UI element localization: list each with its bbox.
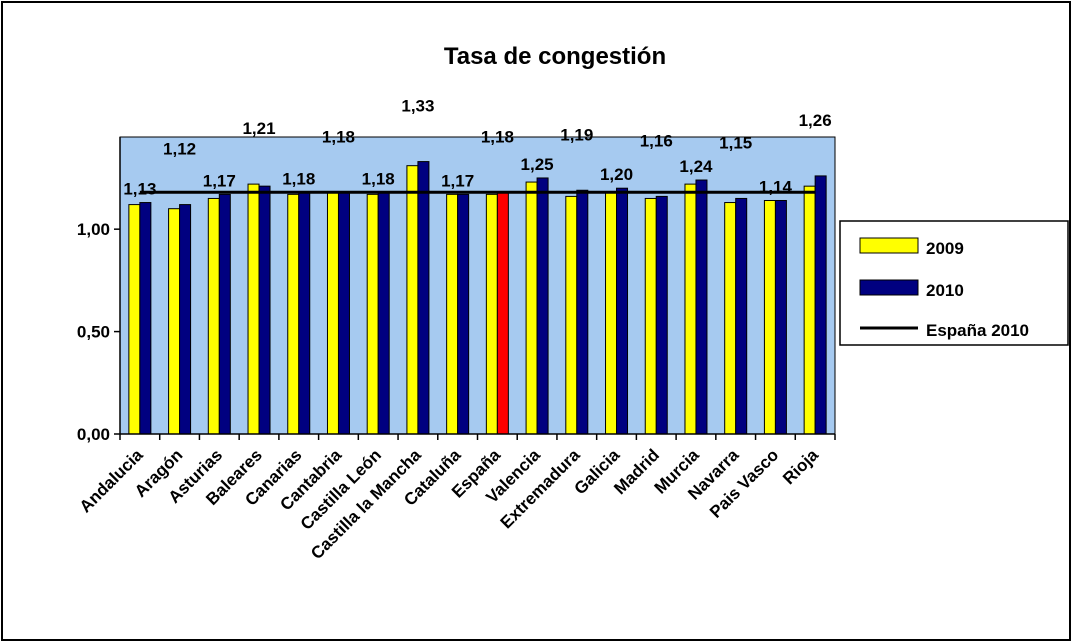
bar-2010-galicia: [616, 187, 629, 435]
bar-2010-navarra: [735, 197, 748, 435]
data-label-andalucia: 1,13: [123, 180, 156, 199]
legend-swatch-2010: [859, 279, 919, 296]
data-label-murcia: 1,24: [679, 157, 713, 176]
data-label-navarra: 1,15: [719, 133, 752, 152]
bar-2009-castilla-la-mancha: [406, 165, 419, 435]
bar-2010-cantabria: [337, 191, 350, 435]
bars-layer: [128, 161, 827, 435]
legend-label-2009: 2009: [926, 239, 964, 258]
y-tick-label: 1,00: [77, 220, 110, 239]
data-label-extremadura: 1,19: [560, 125, 593, 144]
bar-2010-murcia: [695, 179, 708, 435]
bar-2009-espana: [485, 193, 498, 435]
bar-2010-baleares: [258, 185, 271, 435]
legend-swatch-2009: [859, 237, 919, 254]
data-label-valencia: 1,25: [521, 155, 554, 174]
data-label-castilla-la-mancha: 1,33: [401, 97, 434, 116]
bar-2010-castilla-leon: [377, 191, 390, 435]
bar-2009-valencia: [525, 181, 538, 435]
bar-2009-baleares: [247, 183, 260, 435]
legend-label-2010: 2010: [926, 281, 964, 300]
bar-2009-murcia: [684, 183, 697, 435]
bar-2009-andalucia: [128, 204, 141, 435]
bar-2009-galicia: [605, 191, 618, 435]
bar-2009-rioja: [803, 185, 816, 435]
y-tick-label: 0,50: [77, 323, 110, 342]
plot-area: [119, 136, 836, 435]
bar-2009-cantabria: [326, 191, 339, 435]
bar-2010-asturias: [218, 193, 231, 435]
bar-2010-cataluna: [457, 193, 470, 435]
data-label-asturias: 1,17: [203, 171, 236, 190]
data-label-pais-vasco: 1,14: [759, 177, 793, 196]
bar-2009-extremadura: [565, 195, 578, 435]
bar-2010-rioja: [814, 175, 827, 435]
bar-2009-madrid: [644, 197, 657, 435]
data-label-cataluna: 1,17: [441, 171, 474, 190]
data-label-castilla-leon: 1,18: [362, 169, 395, 188]
legend-label-espana-2010: España 2010: [926, 321, 1029, 340]
data-label-cantabria: 1,18: [322, 127, 355, 146]
legend: 2009 2010 España 2010: [839, 220, 1069, 346]
bar-2010-canarias: [298, 191, 311, 435]
data-label-canarias: 1,18: [282, 169, 315, 188]
chart-title: Tasa de congestión: [444, 43, 666, 70]
bar-2010-castilla-la-mancha: [417, 161, 430, 435]
bar-2009-pais-vasco: [763, 199, 776, 435]
y-tick-label: 0,00: [77, 425, 110, 444]
data-label-aragon: 1,12: [163, 140, 196, 159]
data-label-rioja: 1,26: [799, 111, 832, 130]
bar-2009-cataluna: [446, 193, 459, 435]
bar-2010-madrid: [655, 195, 668, 435]
bar-2009-aragon: [168, 208, 181, 435]
bar-2009-canarias: [287, 193, 300, 435]
data-labels-layer: 1,13 1,12 1,17 1,21 1,18 1,18 1,18 1,33 1,17 1,18…: [123, 97, 831, 199]
data-label-baleares: 1,21: [242, 119, 275, 138]
data-label-madrid: 1,16: [640, 131, 673, 150]
bar-2010-valencia: [536, 177, 549, 435]
bar-2010-espana: [496, 191, 509, 435]
bar-2009-asturias: [207, 197, 220, 435]
bar-2010-extremadura: [576, 189, 589, 435]
bar-2010-pais-vasco: [774, 199, 787, 435]
bar-2009-navarra: [724, 202, 737, 435]
data-label-espana: 1,18: [481, 127, 514, 146]
bar-2010-aragon: [179, 204, 192, 435]
bar-2010-andalucia: [139, 202, 152, 435]
data-label-galicia: 1,20: [600, 165, 633, 184]
bar-2009-castilla-leon: [366, 193, 379, 435]
